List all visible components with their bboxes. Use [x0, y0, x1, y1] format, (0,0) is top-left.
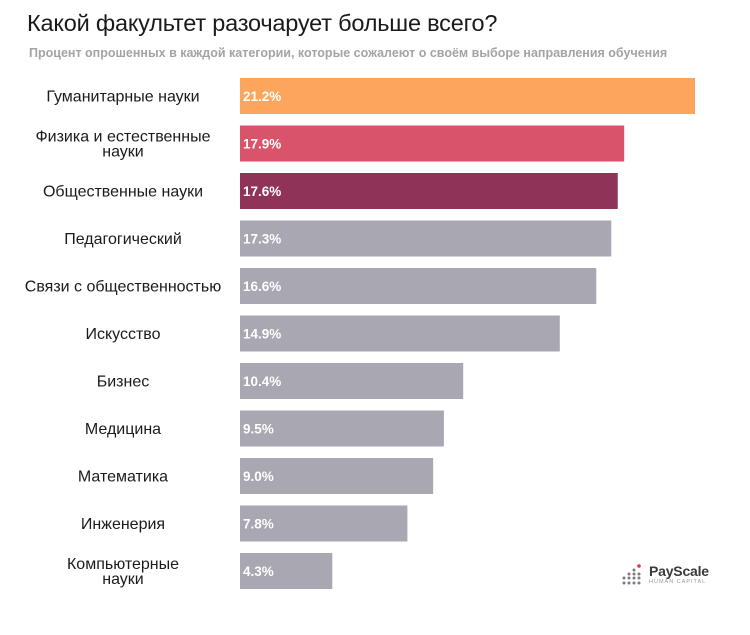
bar-9	[240, 458, 434, 494]
category-label: Компьютерные науки	[67, 556, 179, 588]
category-label: Искусство	[85, 326, 160, 343]
category-label: Педагогический	[64, 231, 182, 248]
category-label: Гуманитарные науки	[46, 89, 199, 106]
bar-value-label: 17.3%	[243, 232, 281, 247]
logo-tagline: HUMAN CAPITAL	[649, 579, 707, 586]
bar-7	[240, 363, 464, 399]
bar-value-label: 4.3%	[243, 564, 274, 579]
category-label: Физика и естественные науки	[35, 129, 210, 161]
category-label: Бизнес	[97, 374, 150, 391]
bar-value-label: 14.9%	[243, 327, 281, 342]
bar-11	[240, 553, 333, 589]
bar-value-label: 16.6%	[243, 279, 281, 294]
category-label: Связи с общественностью	[25, 279, 221, 296]
category-label: Общественные науки	[43, 184, 203, 201]
bar-value-label: 10.4%	[243, 374, 281, 389]
bar-value-label: 9.0%	[243, 469, 274, 484]
bar-value-label: 9.5%	[243, 422, 274, 437]
category-label: Инженерия	[81, 516, 165, 533]
category-label: Математика	[78, 469, 168, 486]
bar-6	[240, 315, 560, 352]
logo-name: PayScale	[649, 563, 709, 580]
bar-4	[240, 220, 612, 257]
bar-value-label: 21.2%	[243, 89, 281, 104]
bar-1	[240, 78, 695, 114]
payscale-logo: PayScale HUMAN CAPITAL	[622, 564, 709, 586]
category-label: Медицина	[85, 421, 161, 438]
bar-value-label: 7.8%	[243, 517, 274, 532]
bar-value-label: 17.9%	[243, 137, 281, 152]
bar-3	[240, 173, 618, 209]
payscale-dots-icon	[622, 564, 641, 585]
bar-2	[240, 125, 625, 162]
bar-value-label: 17.6%	[243, 184, 281, 199]
bar-10	[240, 505, 408, 542]
chart-subtitle: Процент опрошенных в каждой категории, к…	[29, 46, 668, 60]
bar-5	[240, 268, 597, 304]
chart-title: Какой факультет разочарует больше всего?	[27, 10, 498, 36]
bar-8	[240, 410, 444, 447]
